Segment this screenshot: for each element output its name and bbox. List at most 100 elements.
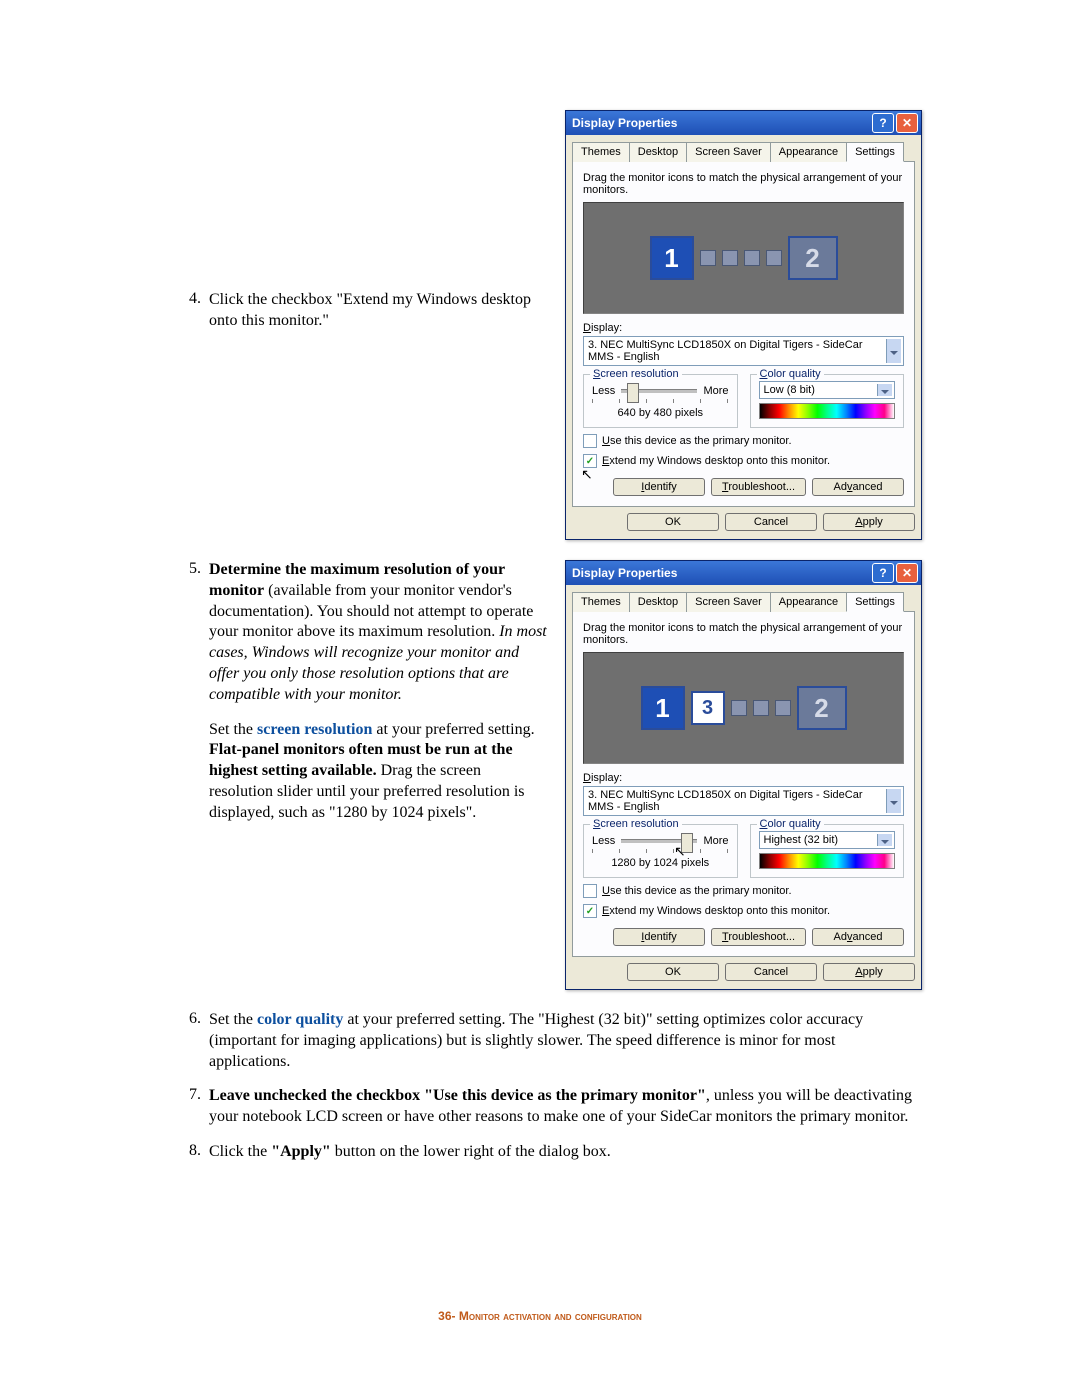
display-properties-dialog-1: Display Properties ? ✕ Themes Desktop Sc… <box>565 110 922 540</box>
color-spectrum <box>759 853 896 869</box>
resolution-text: 1280 by 1024 pixels <box>592 857 729 869</box>
color-quality-group: Color quality Low (8 bit) <box>750 374 905 428</box>
display-label: Display: <box>583 772 904 784</box>
close-button[interactable]: ✕ <box>896 113 918 133</box>
tab-desktop[interactable]: Desktop <box>629 142 687 162</box>
color-quality-group: Color quality Highest (32 bit) <box>750 824 905 878</box>
instruction-text: Drag the monitor icons to match the phys… <box>583 622 904 646</box>
tab-screensaver[interactable]: Screen Saver <box>686 592 771 612</box>
tab-themes[interactable]: Themes <box>572 592 630 612</box>
color-quality-select[interactable]: Low (8 bit) <box>759 381 896 399</box>
monitor-1[interactable]: 1 <box>641 686 685 730</box>
monitor-2[interactable]: 2 <box>788 236 838 280</box>
step-6: 6. Set the color quality at your preferr… <box>175 1010 920 1072</box>
step-number: 6. <box>175 1010 209 1072</box>
tab-screensaver[interactable]: Screen Saver <box>686 142 771 162</box>
cq-legend: Color quality <box>757 368 824 380</box>
step-5: 5. Determine the maximum resolution of y… <box>175 560 547 824</box>
monitor-small[interactable] <box>731 700 747 716</box>
slider-thumb[interactable] <box>627 383 639 403</box>
resolution-text: 640 by 480 pixels <box>592 407 729 419</box>
sr-more: More <box>703 385 728 397</box>
step-text: Set the color quality at your preferred … <box>209 1010 920 1072</box>
monitor-small[interactable] <box>744 250 760 266</box>
primary-monitor-checkbox-row[interactable]: Use this device as the primary monitor. <box>583 884 904 898</box>
monitor-preview[interactable]: 1 3 2 <box>583 652 904 764</box>
extend-desktop-checkbox-row[interactable]: ✓ Extend my Windows desktop onto this mo… <box>583 454 904 468</box>
monitor-preview[interactable]: 1 2 <box>583 202 904 314</box>
tab-appearance[interactable]: Appearance <box>770 142 847 162</box>
identify-button[interactable]: Identify <box>613 478 705 496</box>
step-text: Determine the maximum resolution of your… <box>209 560 547 824</box>
sr-legend: Screen resolution <box>590 818 682 830</box>
monitor-small[interactable] <box>766 250 782 266</box>
chk-label: Use this device as the primary monitor. <box>602 435 792 447</box>
titlebar[interactable]: Display Properties ? ✕ <box>566 561 921 585</box>
step-8: 8. Click the "Apply" button on the lower… <box>175 1142 920 1163</box>
checkbox-primary[interactable] <box>583 434 597 448</box>
cancel-button[interactable]: Cancel <box>725 963 817 981</box>
display-select[interactable]: 3. NEC MultiSync LCD1850X on Digital Tig… <box>583 336 904 366</box>
screen-resolution-group: Screen resolution Less More 640 by 480 p… <box>583 374 738 428</box>
chk-label: Use this device as the primary monitor. <box>602 885 792 897</box>
cursor-icon: ↖ <box>674 843 686 860</box>
resolution-slider[interactable] <box>621 389 697 393</box>
checkbox-extend[interactable]: ✓ <box>583 904 597 918</box>
identify-button[interactable]: Identify <box>613 928 705 946</box>
extend-desktop-checkbox-row[interactable]: ✓ Extend my Windows desktop onto this mo… <box>583 904 904 918</box>
cancel-button[interactable]: Cancel <box>725 513 817 531</box>
display-label: Display: <box>583 322 904 334</box>
tabs: Themes Desktop Screen Saver Appearance S… <box>572 141 915 162</box>
advanced-button[interactable]: Advanced <box>812 478 904 496</box>
step-number: 4. <box>175 290 209 332</box>
sr-more: More <box>703 835 728 847</box>
tab-themes[interactable]: Themes <box>572 142 630 162</box>
monitor-small[interactable] <box>753 700 769 716</box>
instruction-text: Drag the monitor icons to match the phys… <box>583 172 904 196</box>
title-text: Display Properties <box>572 116 870 130</box>
apply-button[interactable]: Apply <box>823 513 915 531</box>
chk-label: Extend my Windows desktop onto this moni… <box>602 905 830 917</box>
close-button[interactable]: ✕ <box>896 563 918 583</box>
help-button[interactable]: ? <box>872 563 894 583</box>
ok-button[interactable]: OK <box>627 963 719 981</box>
tab-appearance[interactable]: Appearance <box>770 592 847 612</box>
step-text: Click the "Apply" button on the lower ri… <box>209 1142 920 1163</box>
cq-legend: Color quality <box>757 818 824 830</box>
monitor-small[interactable] <box>700 250 716 266</box>
page-footer: 36- Monitor activation and configuration <box>0 1309 1080 1323</box>
step-number: 7. <box>175 1086 209 1128</box>
display-properties-dialog-2: Display Properties ? ✕ Themes Desktop Sc… <box>565 560 922 990</box>
step-number: 5. <box>175 560 209 824</box>
cursor-icon: ↖ <box>581 466 593 483</box>
primary-monitor-checkbox-row[interactable]: Use this device as the primary monitor. <box>583 434 904 448</box>
step-text: Click the checkbox "Extend my Windows de… <box>209 290 547 332</box>
monitor-3[interactable]: 3 <box>691 691 725 725</box>
step-4: 4. Click the checkbox "Extend my Windows… <box>175 290 547 332</box>
troubleshoot-button[interactable]: Troubleshoot... <box>711 928 806 946</box>
sr-less: Less <box>592 385 615 397</box>
help-button[interactable]: ? <box>872 113 894 133</box>
monitor-small[interactable] <box>722 250 738 266</box>
ok-button[interactable]: OK <box>627 513 719 531</box>
display-select[interactable]: 3. NEC MultiSync LCD1850X on Digital Tig… <box>583 786 904 816</box>
step-7: 7. Leave unchecked the checkbox "Use thi… <box>175 1086 920 1128</box>
chk-label: Extend my Windows desktop onto this moni… <box>602 455 830 467</box>
troubleshoot-button[interactable]: Troubleshoot... <box>711 478 806 496</box>
tab-settings[interactable]: Settings <box>846 142 904 162</box>
apply-button[interactable]: Apply <box>823 963 915 981</box>
titlebar[interactable]: Display Properties ? ✕ <box>566 111 921 135</box>
step-number: 8. <box>175 1142 209 1163</box>
checkbox-primary[interactable] <box>583 884 597 898</box>
monitor-2[interactable]: 2 <box>797 686 847 730</box>
color-spectrum <box>759 403 896 419</box>
tab-desktop[interactable]: Desktop <box>629 592 687 612</box>
sr-legend: Screen resolution <box>590 368 682 380</box>
color-quality-select[interactable]: Highest (32 bit) <box>759 831 896 849</box>
monitor-small[interactable] <box>775 700 791 716</box>
tab-settings[interactable]: Settings <box>846 592 904 612</box>
monitor-1[interactable]: 1 <box>650 236 694 280</box>
advanced-button[interactable]: Advanced <box>812 928 904 946</box>
resolution-slider[interactable] <box>621 839 697 843</box>
title-text: Display Properties <box>572 566 870 580</box>
